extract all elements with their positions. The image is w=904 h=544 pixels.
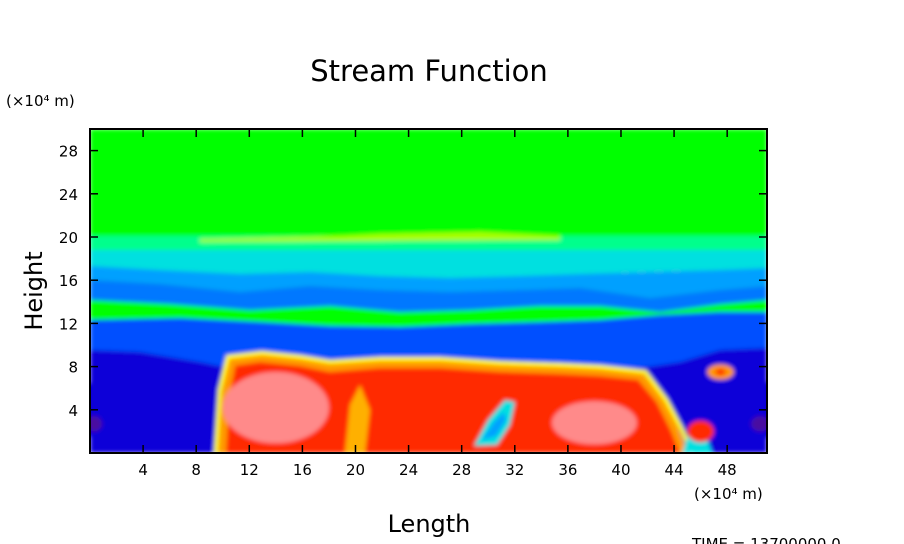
pale-green-stripe — [200, 232, 560, 242]
contour-blob-17 — [715, 368, 726, 376]
cold-intrusion-core — [482, 412, 506, 440]
x-tick-label-28: 28 — [452, 461, 471, 479]
x-tick-label-16: 16 — [293, 461, 312, 479]
plot-frame — [89, 128, 768, 454]
contour-field — [90, 129, 767, 453]
x-unit-label: (×10⁴ m) — [694, 485, 763, 503]
y-axis-label: Height — [20, 251, 48, 330]
time-annotation: TIME = 13700000.0 — [691, 535, 841, 544]
x-tick-label-8: 8 — [191, 461, 201, 479]
x-tick-label-40: 40 — [611, 461, 630, 479]
y-tick-label-24: 24 — [59, 186, 78, 204]
x-tick-label-48: 48 — [718, 461, 737, 479]
notch-between-cells — [345, 385, 370, 453]
y-axis: 4 8 12 16 20 24 28 — [59, 143, 767, 420]
contour-blob-21 — [388, 377, 482, 443]
contour-blob-15 — [751, 416, 767, 432]
chart-title: Stream Function — [310, 54, 548, 88]
y-tick-label-4: 4 — [68, 402, 78, 420]
x-tick-label-12: 12 — [240, 461, 259, 479]
contour-blob-23 — [570, 414, 619, 438]
x-tick-label-32: 32 — [505, 461, 524, 479]
contour-blob-12 — [90, 372, 203, 448]
cyan-upper-band — [90, 250, 767, 278]
contour-blob-18 — [687, 420, 714, 443]
light-blue-band — [90, 266, 767, 298]
x-tick-label-20: 20 — [346, 461, 365, 479]
yellow-rim — [214, 350, 694, 453]
y-tick-label-28: 28 — [59, 143, 78, 161]
x-axis: 4 8 12 16 20 24 28 32 36 40 44 48 — [138, 129, 737, 479]
y-tick-label-12: 12 — [59, 315, 78, 333]
y-tick-label-8: 8 — [68, 359, 78, 377]
y-tick-label-20: 20 — [59, 229, 78, 247]
contour-blob-14 — [90, 416, 102, 432]
orange-rim — [218, 353, 688, 453]
x-tick-label-4: 4 — [138, 461, 148, 479]
x-tick-label-24: 24 — [399, 461, 418, 479]
contour-blob-13 — [707, 377, 767, 443]
blue-transition-band — [90, 280, 767, 312]
x-axis-label: Length — [388, 510, 471, 538]
y-unit-label: (×10⁴ m) — [6, 92, 75, 110]
x-tick-label-36: 36 — [558, 461, 577, 479]
x-tick-label-44: 44 — [665, 461, 684, 479]
y-tick-label-16: 16 — [59, 272, 78, 290]
contour-blob-20 — [253, 404, 307, 433]
